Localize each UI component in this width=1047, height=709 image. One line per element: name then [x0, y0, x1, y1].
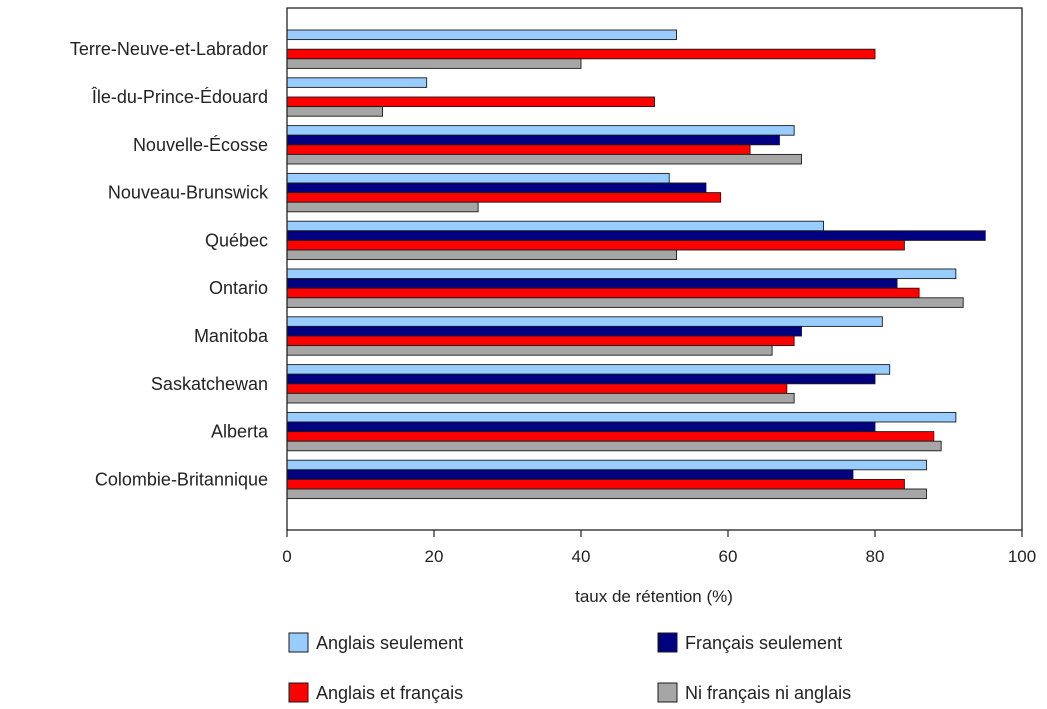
bar	[286, 478, 905, 490]
bar	[286, 297, 964, 308]
x-axis-title: taux de rétention (%)	[575, 587, 733, 606]
bar	[286, 134, 780, 146]
plot-frame	[286, 7, 1023, 531]
legend-swatch	[288, 682, 309, 703]
category-label: Terre-Neuve-et-Labrador	[70, 39, 268, 59]
bar	[286, 268, 957, 280]
bar	[286, 77, 428, 88]
category-label: Île-du-Prince-Édouard	[91, 87, 268, 107]
x-tick-label: 40	[572, 547, 591, 566]
legend-label: Anglais seulement	[316, 633, 463, 653]
bar	[286, 153, 802, 165]
bar	[286, 440, 942, 452]
bar	[286, 125, 795, 136]
bar	[286, 316, 883, 327]
bar	[286, 488, 927, 500]
bar	[286, 421, 876, 433]
bar	[286, 48, 876, 60]
bar	[286, 96, 655, 108]
bar	[286, 364, 891, 375]
bar	[286, 278, 898, 289]
x-tick-label: 60	[719, 547, 738, 566]
bar	[286, 29, 677, 41]
bar	[286, 325, 802, 337]
bar	[286, 58, 582, 69]
bar	[286, 383, 788, 394]
bar	[286, 345, 773, 356]
bar	[286, 239, 905, 251]
bar	[286, 287, 920, 299]
category-label: Nouveau-Brunswick	[108, 183, 269, 203]
bars-group	[286, 29, 986, 500]
bar	[286, 373, 876, 385]
bar	[286, 392, 795, 404]
legend: Anglais seulement Français seulement Angla…	[288, 632, 851, 703]
bar	[286, 459, 927, 471]
bar	[286, 172, 670, 184]
bar	[286, 182, 707, 194]
category-label: Manitoba	[194, 326, 269, 346]
category-label: Ontario	[209, 278, 268, 298]
x-tick-label: 80	[866, 547, 885, 566]
bar	[286, 469, 854, 480]
category-label: Nouvelle-Écosse	[133, 135, 268, 155]
category-labels: Terre-Neuve-et-Labrador Île-du-Prince-Édo…	[70, 39, 269, 489]
bar	[286, 201, 479, 213]
bar	[286, 230, 986, 241]
bar	[286, 431, 935, 442]
category-label: Québec	[205, 230, 268, 250]
category-label: Alberta	[211, 422, 269, 442]
legend-swatch	[657, 682, 678, 703]
bar	[286, 220, 824, 232]
category-label: Colombie-Britannique	[95, 469, 268, 489]
x-tick-label: 20	[425, 547, 444, 566]
legend-swatch	[657, 632, 678, 653]
x-axis-ticks: 0 20 40 60 80 100	[282, 530, 1036, 566]
bar	[286, 411, 957, 423]
bar	[286, 335, 795, 347]
bar	[286, 106, 384, 117]
bar	[286, 249, 677, 261]
x-tick-label: 100	[1008, 547, 1036, 566]
bar	[286, 192, 722, 203]
legend-label: Ni français ni anglais	[685, 683, 851, 703]
x-tick-label: 0	[282, 547, 291, 566]
legend-label: Anglais et français	[316, 683, 463, 703]
legend-label: Français seulement	[685, 633, 842, 653]
legend-swatch	[288, 632, 309, 653]
bar	[286, 144, 751, 155]
category-label: Saskatchewan	[151, 374, 268, 394]
